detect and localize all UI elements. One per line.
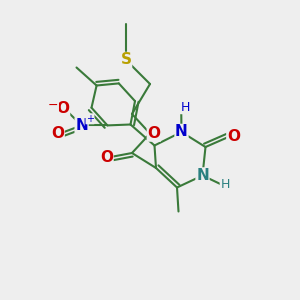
- Text: O: O: [51, 126, 64, 141]
- Text: H: H: [180, 100, 190, 114]
- Text: N: N: [196, 168, 209, 183]
- Text: O: O: [56, 101, 70, 116]
- Text: N: N: [75, 118, 88, 133]
- Text: O: O: [147, 126, 161, 141]
- Text: O: O: [227, 129, 240, 144]
- Text: N: N: [175, 124, 188, 140]
- Text: −: −: [48, 98, 58, 112]
- Text: H: H: [220, 178, 230, 191]
- Text: O: O: [100, 150, 113, 165]
- Text: +: +: [86, 114, 94, 124]
- Text: S: S: [121, 52, 131, 68]
